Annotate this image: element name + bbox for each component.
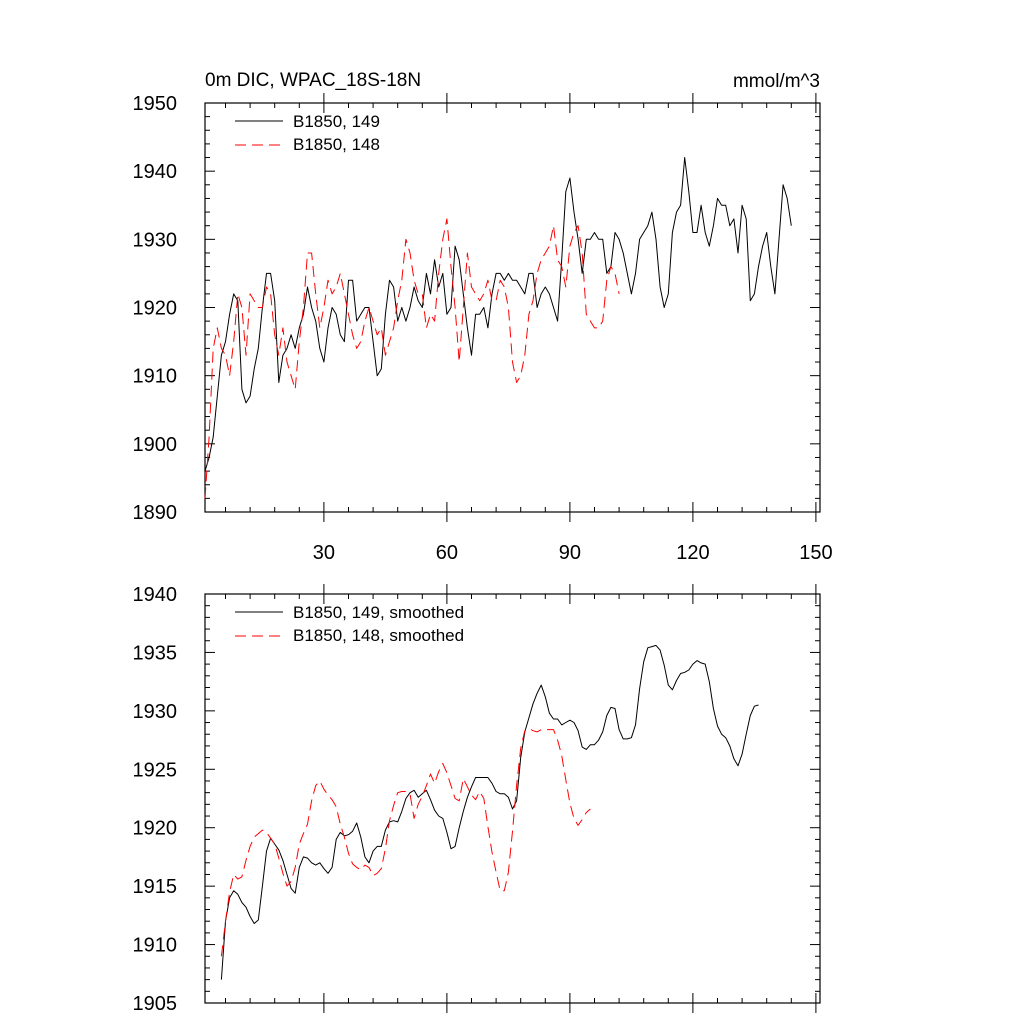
- y-tick-label: 1900: [133, 434, 178, 456]
- bottom-panel: B1850, 149, smoothed B1850, 148, smoothe…: [133, 584, 821, 1015]
- y-tick-label: 1915: [133, 876, 178, 898]
- y-tick-label: 1940: [133, 161, 178, 183]
- series-line-b1850-148: [204, 218, 620, 499]
- x-tick-label: 120: [676, 542, 709, 564]
- y-tick-label: 1940: [133, 584, 178, 606]
- y-tick-label: 1930: [133, 701, 178, 723]
- y-tick-label: 1920: [133, 298, 178, 320]
- y-tick-label: 1905: [133, 993, 178, 1015]
- y-tick-label: 1910: [133, 935, 178, 957]
- x-tick-label: 30: [313, 542, 335, 564]
- y-tick-label: 1930: [133, 229, 178, 251]
- legend-label-148: B1850, 148: [293, 135, 380, 154]
- y-tick-label: 1950: [133, 93, 178, 115]
- top-chart-title: 0m DIC, WPAC_18S-18N: [205, 70, 421, 91]
- top-chart-units: mmol/m^3: [733, 71, 820, 92]
- legend-label-149-smoothed: B1850, 149, smoothed: [293, 603, 464, 622]
- series-line-b1850-149-smoothed: [220, 644, 759, 980]
- series-line-b1850-148-smoothed: [220, 727, 591, 957]
- x-tick-label: 90: [559, 542, 581, 564]
- y-tick-label: 1935: [133, 642, 178, 664]
- legend-label-149: B1850, 149: [293, 112, 380, 131]
- series-line-b1850-149: [204, 157, 792, 472]
- y-tick-label: 1910: [133, 366, 178, 388]
- y-tick-label: 1890: [133, 502, 178, 524]
- bottom-plot-frame: [204, 593, 821, 1004]
- top-panel: 0m DIC, WPAC_18S-18N mmol/m^3 B1850, 149…: [133, 70, 833, 564]
- top-plot-frame: [204, 102, 821, 513]
- x-tick-label: 150: [799, 542, 832, 564]
- x-tick-label: 60: [436, 542, 458, 564]
- y-tick-label: 1920: [133, 818, 178, 840]
- y-tick-label: 1925: [133, 759, 178, 781]
- legend-label-148-smoothed: B1850, 148, smoothed: [293, 626, 464, 645]
